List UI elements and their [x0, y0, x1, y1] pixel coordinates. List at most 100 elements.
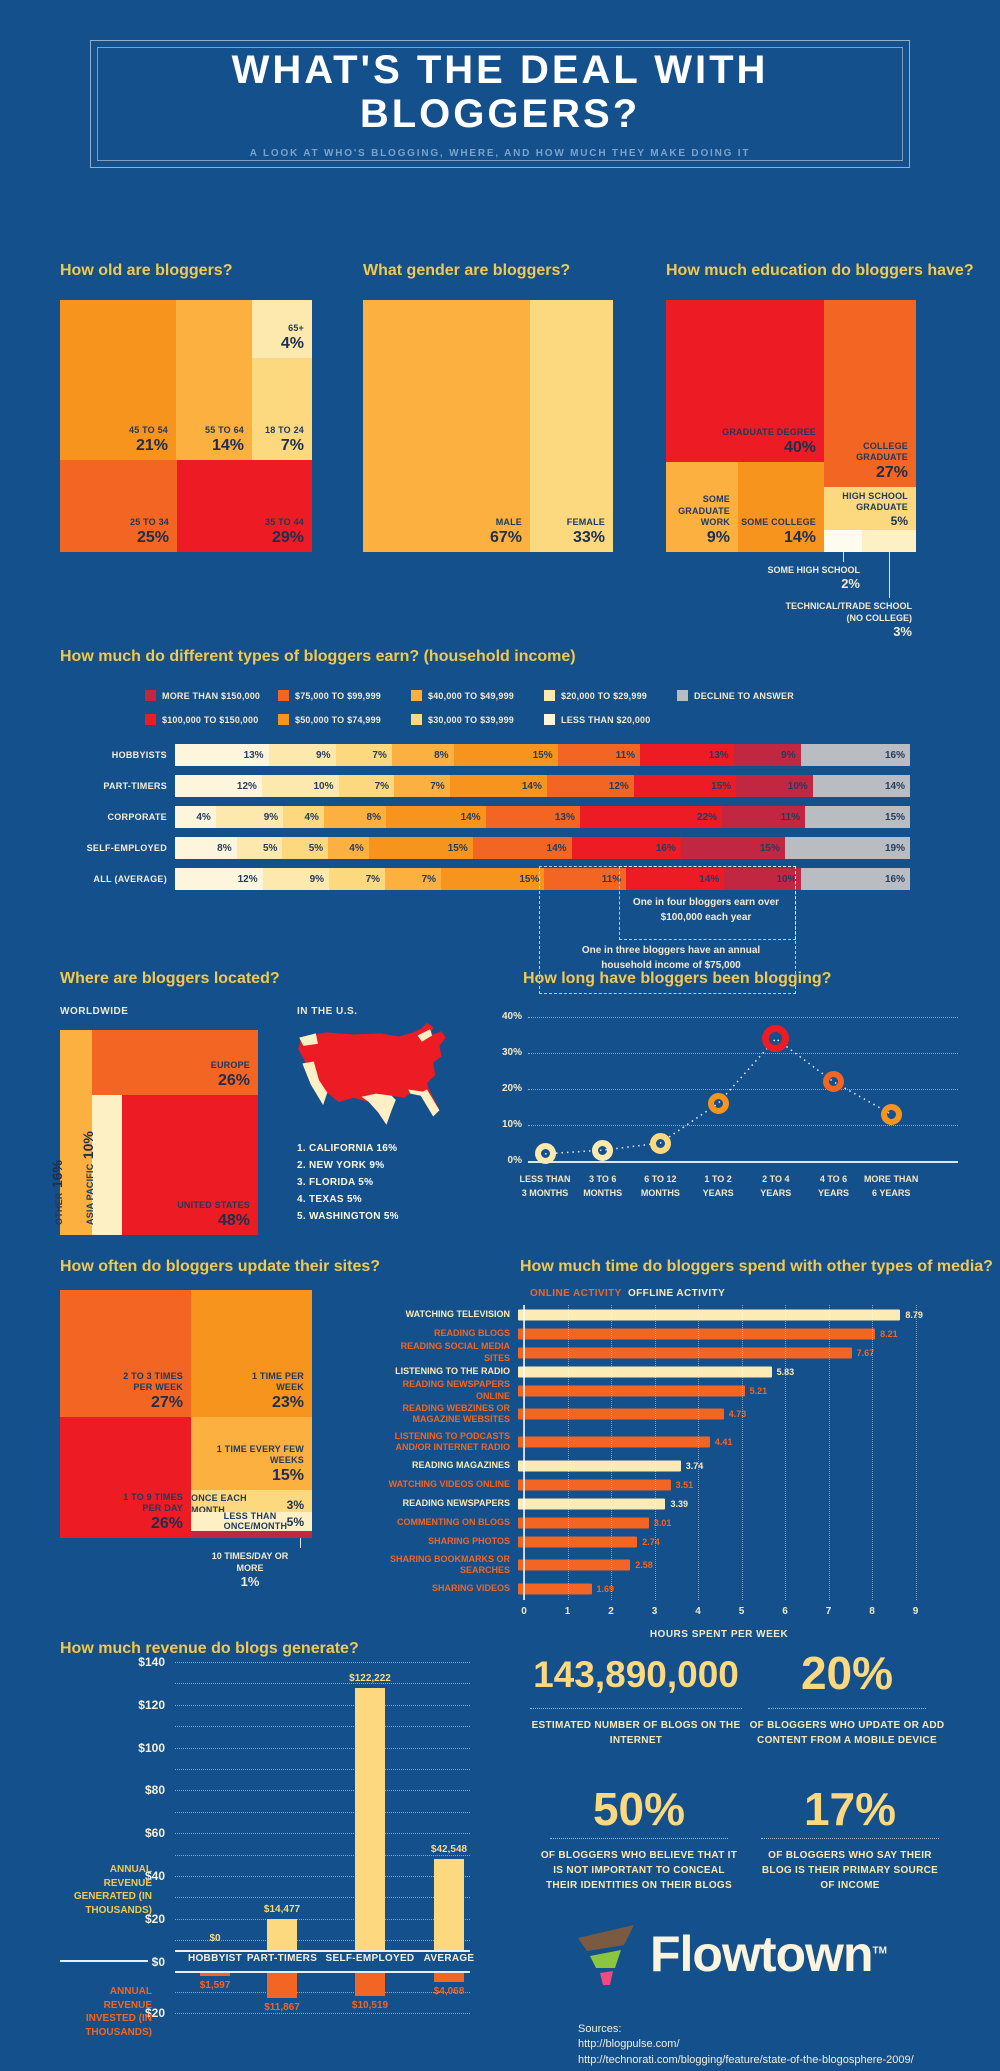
block-pct: 23%	[271, 1394, 304, 1411]
income-segment-value: 15%	[759, 842, 780, 854]
media-bar-value: 3.74	[685, 1460, 704, 1471]
upd-block-1-per-week: 1 TIME PER WEEK 23%	[191, 1290, 312, 1417]
income-segment: 14%	[626, 868, 725, 890]
income-row-label: PART-TIMERS	[103, 781, 167, 791]
media-bar-track: 5.83	[517, 1362, 960, 1381]
us-state-pct: 5%	[346, 1194, 362, 1205]
income-segment-value: 9%	[263, 811, 279, 823]
block-label: SOME GRADUATE WORK	[678, 493, 730, 528]
revenue-invested-bar	[267, 1973, 297, 1999]
media-row-label: SHARING BOOKMARKS OR SEARCHES	[389, 1553, 510, 1575]
legend-label: MORE THAN $150,000	[162, 690, 261, 701]
tenure-x-label: LESS THAN 3 MONTHS	[503, 1173, 587, 1201]
revenue-gridline	[175, 1876, 470, 1877]
upd-block-10-per-day	[191, 1531, 312, 1538]
revenue-gridline	[175, 1662, 470, 1663]
stat-caption: OF BLOGGERS WHO BELIEVE THAT IT IS NOT I…	[540, 1850, 738, 1891]
tenure-y-tick: 40%	[501, 1011, 522, 1022]
age-block-35-44: 35 TO 44 29%	[177, 460, 312, 552]
tenure-x-label: 1 TO 2 YEARS	[676, 1173, 760, 1201]
income-segment-value: 16%	[885, 749, 906, 761]
income-segment: 13%	[485, 806, 580, 828]
media-bar-value: 5.83	[776, 1366, 795, 1377]
block-label: 1 TIME EVERY FEW WEEKS	[216, 1443, 304, 1466]
block-pct: 26%	[150, 1515, 183, 1532]
income-segment: 12%	[175, 775, 262, 797]
age-treemap: 45 TO 54 21% 55 TO 64 14% 65+ 4% 18 TO 24 7%…	[60, 300, 312, 552]
income-segment-value: 11%	[615, 749, 636, 761]
media-bar-value: 8.21	[880, 1328, 898, 1339]
block-label: EUROPE	[210, 1060, 250, 1071]
revenue-gridline	[175, 1747, 470, 1749]
tenure-x-label-line: 3 TO 6	[589, 1174, 617, 1184]
edu-block-some-graduate-work: SOME GRADUATE WORK 9%	[666, 462, 738, 552]
media-bar-track: 7.67	[517, 1343, 960, 1362]
world-block-asia-pacific: ASIA PACIFIC 10%	[80, 1095, 122, 1235]
block-pct: 14%	[783, 529, 816, 546]
block-pct: 21%	[135, 437, 168, 454]
income-segment-value: 4%	[304, 811, 319, 823]
income-segment-value: 14%	[699, 873, 720, 885]
tenure-data-point	[707, 1092, 729, 1114]
stat-block: 143,890,000 ESTIMATED NUMBER OF BLOGS ON …	[512, 1656, 760, 1748]
media-x-tick: 1	[564, 1606, 571, 1617]
income-segment: 9%	[733, 744, 801, 766]
us-map	[298, 1023, 446, 1125]
revenue-invested-tick: $20	[144, 2006, 165, 2020]
income-annotation-1: One in four bloggers earn over $100,000 …	[632, 897, 780, 923]
upd-block-1-9-per-day: 1 TO 9 TIMES PER DAY 26%	[60, 1417, 191, 1538]
us-state-pct: 9%	[369, 1160, 385, 1171]
tenure-x-label-line: LESS THAN	[519, 1174, 571, 1184]
us-state-name: 4. TEXAS	[297, 1194, 347, 1205]
income-segment-value: 9%	[309, 873, 325, 885]
flowtown-wordmark: FlowtownTM	[650, 1925, 887, 1983]
revenue-left-label-invested: ANNUAL REVENUE INVESTED (IN THOUSANDS)	[85, 1986, 152, 2038]
tenure-x-label: 6 TO 12 MONTHS	[618, 1173, 702, 1201]
media-bar-value: 1.69	[596, 1583, 615, 1594]
media-x-axis-label: HOURS SPENT PER WEEK	[649, 1629, 789, 1640]
income-segment: 10%	[261, 775, 339, 797]
legend-swatch	[145, 714, 156, 725]
block-pct: 16%	[49, 1160, 65, 1189]
income-segment-value: 12%	[237, 873, 258, 885]
media-gridline	[828, 1305, 830, 1600]
revenue-category-label: HOBBYIST	[187, 1953, 243, 1964]
income-segment: 4%	[175, 806, 216, 828]
sources-label: Sources:	[578, 2023, 622, 2035]
age-heading: How old are bloggers?	[60, 262, 233, 279]
block-pct: 15%	[271, 1467, 304, 1484]
media-row-label: LISTENING TO PODCASTS AND/OR INTERNET RA…	[394, 1430, 510, 1452]
media-row-label: COMMENTING ON BLOGS	[397, 1516, 510, 1527]
media-x-tick: 3	[651, 1606, 658, 1617]
worldwide-label: WORLDWIDE	[60, 1006, 129, 1017]
income-segment: 16%	[571, 837, 681, 859]
media-row: LISTENING TO PODCASTS AND/OR INTERNET RA…	[385, 1428, 960, 1456]
income-segment-value: 7%	[372, 749, 387, 761]
media-bar-track: 4.73	[517, 1400, 960, 1428]
block-label: MALE	[495, 517, 522, 528]
revenue-generated-value: $14,477	[263, 1904, 301, 1916]
income-segment-value: 8%	[434, 749, 449, 761]
tenure-x-label-line: YEARS	[817, 1187, 849, 1198]
edu-callout-line-technical	[889, 552, 890, 598]
income-segment-value: 11%	[601, 873, 622, 885]
block-label: 2 TO 3 TIMES PER WEEK	[123, 1370, 183, 1393]
block-label: 45 TO 54	[129, 425, 168, 436]
media-bar-track: 8.79	[517, 1305, 960, 1324]
income-segment: 8%	[175, 837, 237, 859]
media-row: WATCHING TELEVISION 8.79	[385, 1305, 960, 1324]
income-segment: 15%	[805, 806, 911, 828]
media-row-label: LISTENING TO THE RADIO	[395, 1365, 510, 1376]
income-legend-row-1: MORE THAN $150,000 $75,000 TO $99,999 $40,…	[145, 690, 794, 701]
edu-block-hs-graduate: HIGH SCHOOL GRADUATE 5%	[824, 487, 916, 530]
tenure-x-label-line: MONTHS	[583, 1187, 623, 1198]
revenue-axis-line-top	[175, 1950, 470, 1952]
revenue-category-label: SELF-EMPLOYED	[325, 1953, 415, 1964]
media-row: SHARING PHOTOS 2.74	[385, 1532, 960, 1551]
income-segment: 14%	[449, 775, 547, 797]
income-segment: 10%	[724, 868, 802, 890]
block-label: 1 TIME PER WEEK	[251, 1370, 304, 1393]
income-segment: 13%	[175, 744, 269, 766]
income-segment: 11%	[722, 806, 806, 828]
